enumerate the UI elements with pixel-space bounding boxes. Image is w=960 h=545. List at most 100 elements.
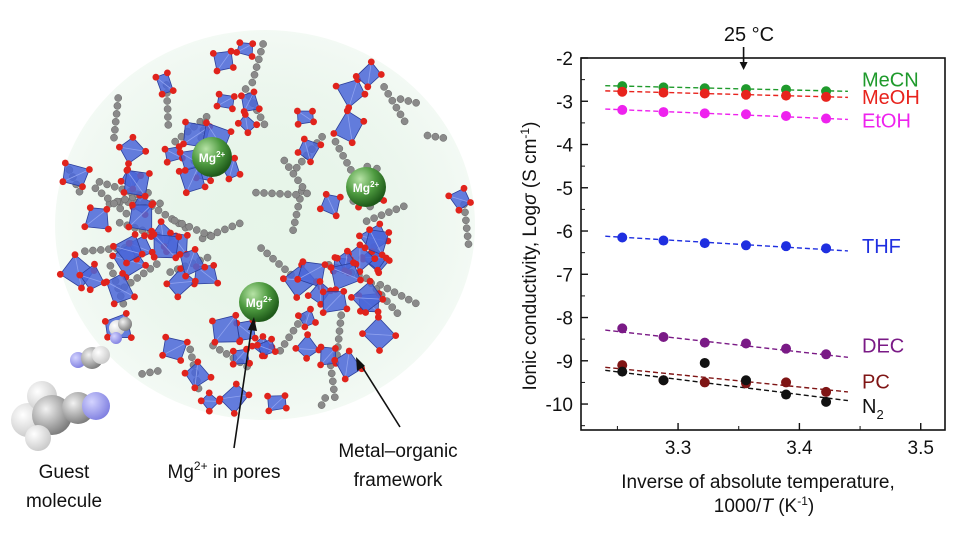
oxygen-atom [183,189,190,196]
x-axis-label-line2: 1000/T (K-1) [714,494,814,517]
oxygen-atom [282,392,289,399]
point-meoh [821,92,831,102]
linker-atom [464,233,471,240]
linker-atom [462,217,469,224]
linker-atom [293,164,300,171]
linker-atom [281,266,288,273]
oxygen-atom [254,342,261,349]
oxygen-atom [376,347,383,354]
mg-ion-3: Mg2+ [239,282,279,322]
oxygen-atom [245,129,252,136]
y-tick-label: -8 [556,309,573,330]
linker-atom [281,157,288,164]
oxygen-atom [131,293,138,300]
oxygen-atom [268,336,275,343]
y-tick-label: -7 [556,265,573,286]
oxygen-atom [356,233,363,240]
point-n [741,375,751,385]
oxygen-atom [344,107,351,114]
oxygen-atom [170,87,177,94]
oxygen-atom [385,229,392,236]
linker-atom [286,334,293,341]
linker-atom [116,219,123,226]
linker-atom [405,97,412,104]
linker-atom [97,246,104,253]
linker-atom [298,158,305,165]
oxygen-atom [264,393,271,400]
oxygen-atom [129,202,136,209]
y-axis-label: Ionic conductivity, Logσ (S cm-1) [518,122,541,391]
oxygen-atom [125,224,132,231]
oxygen-atom [78,285,85,292]
oxygen-atom [76,272,83,279]
point-dec [659,332,669,342]
linker-atom [164,105,171,112]
linker-atom [114,102,121,109]
oxygen-atom [206,390,213,397]
linker-atom [162,211,169,218]
oxygen-atom [236,338,243,345]
point-thf [700,238,710,248]
linker-atom [284,191,291,198]
fit-line-meoh [605,91,848,97]
linker-atom [121,196,128,203]
linker-atom [397,96,404,103]
oxygen-atom [378,71,385,78]
linker-atom [329,378,336,385]
oxygen-atom [232,312,239,319]
oxygen-atom [210,262,217,269]
linker-atom [186,223,193,230]
linker-atom [337,320,344,327]
linker-atom [343,159,350,166]
linker-atom [178,220,185,227]
oxygen-atom [295,121,302,128]
temperature-annotation: 25 °C [724,24,774,46]
oxygen-atom [214,103,221,110]
oxygen-atom [142,262,149,269]
linker-atom [291,219,298,226]
oxygen-atom [124,167,131,174]
oxygen-atom [142,193,149,200]
oxygen-atom [317,362,324,369]
linker-atom [260,40,267,47]
oxygen-atom [139,251,146,258]
linker-atom [393,104,400,111]
oxygen-atom [317,206,324,213]
oxygen-atom [104,334,111,341]
linker-atom [336,328,343,335]
oxygen-atom [233,381,240,388]
fit-line-etoh [605,109,848,119]
oxygen-atom [158,218,165,225]
point-thf [659,236,669,246]
point-thf [741,240,751,250]
guest-molecule-medium [70,346,110,369]
linker-atom [294,320,301,327]
linker-atom [389,97,396,104]
linker-atom [381,83,388,90]
linker-atom [461,209,468,216]
oxygen-atom [375,308,382,315]
linker-atom [188,354,195,361]
fit-line-pc [605,367,848,392]
oxygen-atom [348,294,355,301]
metal-polyhedron [129,205,152,231]
linker-atom [251,71,258,78]
oxygen-atom [60,178,67,185]
oxygen-atom [253,121,260,128]
oxygen-atom [57,271,64,278]
linker-atom [330,386,337,393]
linker-atom [117,205,124,212]
oxygen-atom [162,334,169,341]
oxygen-atom [119,270,126,277]
oxygen-atom [128,334,135,341]
oxygen-atom [303,355,310,362]
oxygen-atom [305,292,312,299]
point-n [781,390,791,400]
oxygen-atom [467,199,474,206]
framework-label-line2: framework [354,470,443,491]
linker-atom [264,250,271,257]
oxygen-atom [118,178,125,185]
framework-label-line1: Metal–organic [338,441,457,462]
y-tick-label: -9 [556,352,573,373]
